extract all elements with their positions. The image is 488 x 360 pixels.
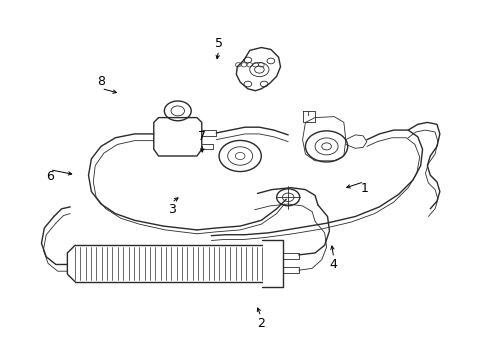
Text: 7: 7 xyxy=(198,130,206,143)
Text: 3: 3 xyxy=(167,203,175,216)
Text: 2: 2 xyxy=(257,317,264,330)
Text: 1: 1 xyxy=(360,182,367,195)
Text: 6: 6 xyxy=(46,170,54,183)
Text: 8: 8 xyxy=(97,75,105,88)
Text: 4: 4 xyxy=(329,258,337,271)
Text: 5: 5 xyxy=(214,37,222,50)
